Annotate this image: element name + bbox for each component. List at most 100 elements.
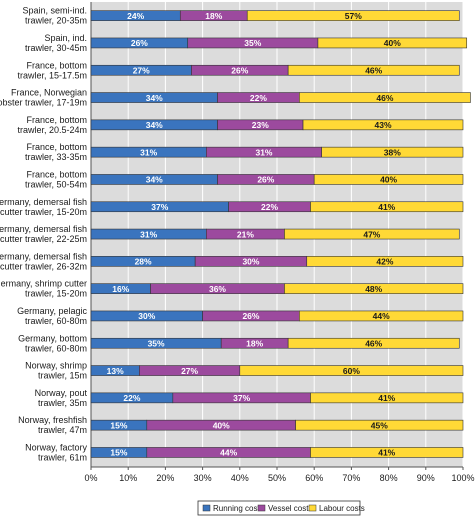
bar-data-label: 37% [233,393,250,403]
bar-data-label: 60% [343,366,360,376]
bar-segment [313,174,464,185]
bar-data-label: 44% [373,311,390,321]
bar-data-label: 30% [138,311,155,321]
legend-box [197,500,361,516]
bar-data-label: 35% [148,338,165,348]
bar-data-label: 46% [365,338,382,348]
bar-segment [317,37,468,49]
category-label: France, bottom trawler, 33-35m [25,142,87,162]
bar-data-label: 30% [242,257,259,267]
category-label: Germany, demersal fish cutter trawler, 22… [0,224,87,244]
bar-data-label: 31% [140,229,157,239]
x-tick-label: 30% [194,473,212,483]
bar-data-label: 23% [252,120,269,130]
legend-swatch [257,504,266,512]
category-label: Germany, pelagic trawler, 60-80m [17,306,87,326]
category-labels: Spain, semi-ind. trawler, 20-35m Spain, in… [0,6,87,463]
bar-data-label: 18% [246,338,263,348]
x-axis-ticks: 0% 10% 20% 30% 40% 50% 60% 70% 80% 90% 100% [84,466,475,483]
bar-data-label: 40% [384,38,401,48]
bar-segment [284,228,460,240]
x-tick-label: 80% [380,473,398,483]
bar-data-label: 22% [261,202,278,212]
bar-data-label: 26% [131,38,148,48]
bar-data-label: 26% [231,65,248,75]
bar-data-label: 37% [151,202,168,212]
bar-data-label: 34% [146,175,163,185]
legend-label: Running costs [213,504,264,513]
bar-data-label: 24% [127,11,144,21]
legend: Running costs Vessel costs Labour costs [197,500,365,516]
bar-segment [299,92,471,103]
legend-label: Vessel costs [268,504,312,513]
category-label: Norway, shrimp trawler, 15m [25,361,87,381]
category-label: Norway, factory trawler, 61m [25,442,87,462]
bar-data-label: 42% [376,257,393,267]
bar-data-label: 34% [146,93,163,103]
bar-data-label: 34% [146,120,163,130]
bar-segment [284,283,464,294]
bars: 24% 18% 57% 26% 35% 40% 27% 26% 46% 34% 22% 46% 34% 2… [90,10,471,458]
x-tick-label: 60% [305,473,323,483]
bar-data-label: 31% [140,147,157,157]
bar-data-label: 26% [242,311,259,321]
bar-segment [310,201,464,213]
bar-segment [321,146,464,158]
bar-data-label: 31% [255,147,272,157]
bar-segment [239,365,464,376]
category-label: Norway, freshfish trawler, 47m [18,415,87,435]
category-label: Germany, bottom trawler, 60-80m [18,333,87,353]
x-tick-label: 70% [342,473,360,483]
bar-segment [287,64,460,76]
category-label: France, bottom trawler, 50-54m [25,169,87,189]
legend-label: Labour costs [319,504,365,513]
category-label: France, bottom trawler, 20.5-24m [17,115,87,135]
category-label: France, Norwegian lobster trawler, 17-19m [0,88,87,108]
bar-segment [246,10,460,21]
x-tick-label: 50% [268,473,286,483]
bar-segment [306,256,464,267]
bar-segment [299,310,464,322]
bar-data-label: 57% [345,11,362,21]
x-tick-label: 40% [231,473,249,483]
bar-data-label: 27% [133,65,150,75]
bar-data-label: 21% [237,229,254,239]
category-label: Spain, ind. trawler, 30-45m [25,33,87,53]
bar-data-label: 40% [213,420,230,430]
bar-data-label: 44% [220,448,237,458]
category-label: Germany, shrimp cutter trawler, 15-20m [0,279,87,299]
bar-segment [302,119,464,131]
bar-segment [310,392,464,404]
category-label: France, bottom trawler, 15-17.5m [17,60,87,80]
legend-swatch [202,504,211,512]
bar-data-label: 16% [112,284,129,294]
x-tick-label: 20% [156,473,174,483]
bar-data-label: 38% [384,147,401,157]
bar-data-label: 40% [380,175,397,185]
bar-data-label: 26% [257,175,274,185]
bar-data-label: 22% [250,93,267,103]
bar-data-label: 43% [375,120,392,130]
bar-data-label: 13% [107,366,124,376]
bar-data-label: 35% [244,38,261,48]
bar-data-label: 41% [378,393,395,403]
category-label: Germany, demersal fish cutter trawler, 15… [0,197,87,217]
bar-segment [310,447,464,458]
x-tick-label: 90% [417,473,435,483]
bar-data-label: 41% [378,202,395,212]
bar-data-label: 27% [181,366,198,376]
bar-data-label: 28% [135,257,152,267]
bar-data-label: 47% [363,229,380,239]
bar-data-label: 18% [205,11,222,21]
bar-data-label: 41% [378,448,395,458]
bar-data-label: 48% [365,284,382,294]
x-tick-label: 0% [84,473,97,483]
bar-data-label: 15% [110,448,127,458]
bar-data-label: 46% [376,93,393,103]
x-tick-label: 10% [119,473,137,483]
category-label: Spain, semi-ind. trawler, 20-35m [22,6,87,26]
category-label: Norway, pout trawler, 35m [35,388,88,408]
bar-segment [295,419,464,431]
bar-data-label: 46% [365,65,382,75]
